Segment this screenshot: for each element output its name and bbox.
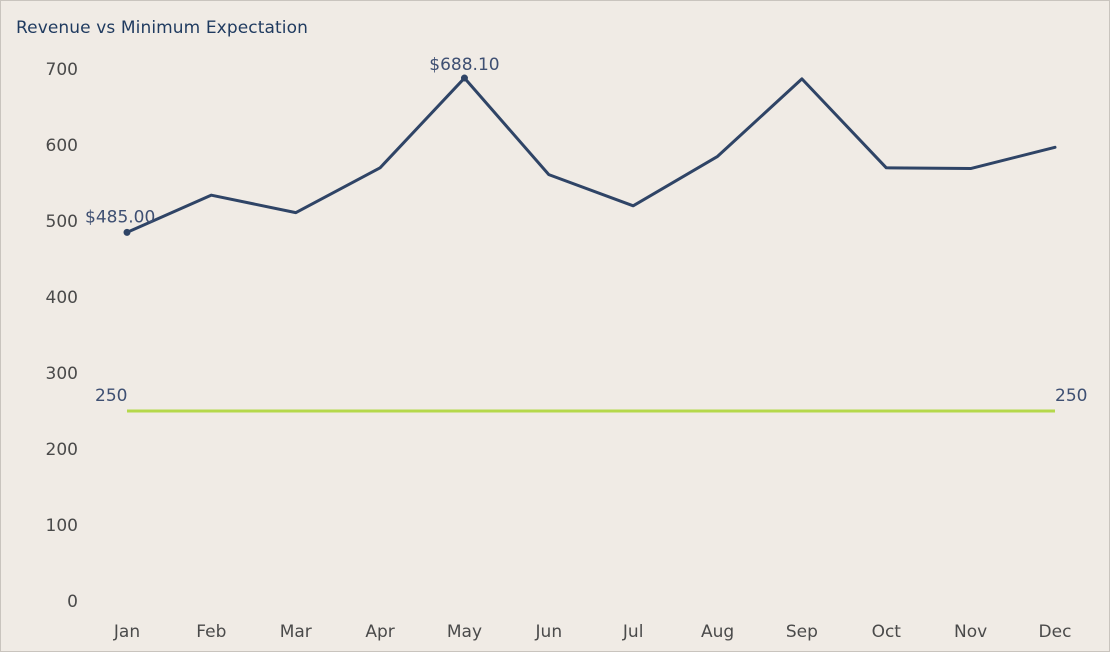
data-point-marker xyxy=(460,74,468,82)
y-tick-label: 700 xyxy=(46,60,78,80)
y-tick-label: 400 xyxy=(46,288,78,308)
x-axis: Jan Feb Mar Apr May Jun Jul Aug Sep Oct Nov Dec xyxy=(113,622,1072,642)
data-label: $485.00 xyxy=(85,207,155,227)
series-group xyxy=(125,76,1057,234)
reference-label-right: 250 xyxy=(1055,386,1087,406)
revenue-line xyxy=(125,76,1057,234)
x-tick-label: Jul xyxy=(622,622,644,642)
x-tick-label: Sep xyxy=(786,622,818,642)
x-tick-label: Mar xyxy=(280,622,312,642)
x-tick-label: Nov xyxy=(954,622,987,642)
y-tick-label: 100 xyxy=(46,516,78,536)
data-point-marker xyxy=(123,228,131,236)
x-tick-label: Feb xyxy=(196,622,226,642)
x-tick-label: Oct xyxy=(872,622,902,642)
reference-line-group: 250 250 xyxy=(95,386,1087,413)
reference-label-left: 250 xyxy=(95,386,127,406)
chart-title: Revenue vs Minimum Expectation xyxy=(16,18,308,38)
x-tick-label: Jan xyxy=(113,622,140,642)
x-tick-label: May xyxy=(447,622,482,642)
y-axis: 0 100 200 300 400 500 600 700 xyxy=(46,60,78,612)
y-tick-label: 600 xyxy=(46,136,78,156)
y-tick-label: 200 xyxy=(46,440,78,460)
y-tick-label: 300 xyxy=(46,364,78,384)
x-tick-label: Jun xyxy=(535,622,563,642)
y-tick-label: 0 xyxy=(67,592,78,612)
x-tick-label: Dec xyxy=(1039,622,1072,642)
data-labels-group: $485.00 $688.10 xyxy=(85,55,500,236)
x-tick-label: Aug xyxy=(701,622,734,642)
x-tick-label: Apr xyxy=(365,622,394,642)
y-tick-label: 500 xyxy=(46,212,78,232)
data-label: $688.10 xyxy=(429,55,499,75)
